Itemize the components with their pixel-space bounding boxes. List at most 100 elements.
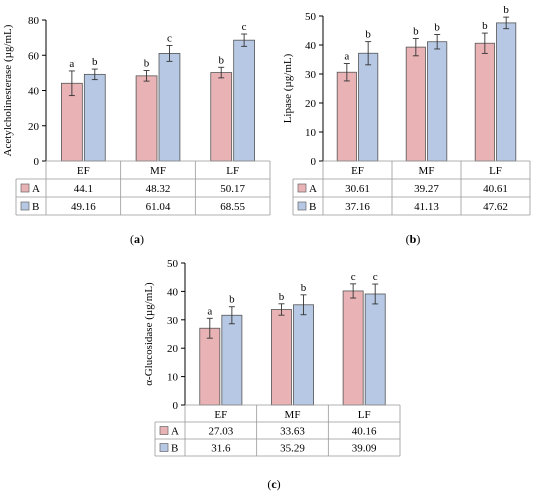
y-tick-label: 40 [28, 86, 40, 98]
significance-letter: b [434, 21, 440, 33]
bar-A-MF [271, 309, 292, 406]
y-tick-label: 60 [28, 50, 40, 62]
significance-letter: b [218, 54, 224, 66]
legend-label: B [32, 201, 39, 213]
y-tick-label: 40 [167, 286, 179, 298]
significance-letter: a [69, 58, 74, 70]
legend-label: A [309, 183, 317, 195]
bar-B-EF [221, 314, 243, 406]
legend-swatch-B [297, 201, 307, 211]
legend-swatch-A [297, 183, 307, 193]
data-table: EF MF LF A 44.1 48.32 50.17 B 49.16 61.04 68.55 [15, 160, 271, 216]
bar-B-LF [233, 39, 255, 162]
legend-label: B [309, 201, 316, 213]
y-axis-title: α-Glucosidase (µg/mL) [143, 282, 155, 386]
data-table: EF MF LF A 27.03 33.63 40.16 B 31.6 35.29 39.09 [154, 404, 401, 457]
legend-label: A [171, 426, 179, 438]
y-tick-label: 0 [34, 156, 40, 168]
y-tick-label: 0 [311, 156, 317, 168]
significance-letter: b [279, 291, 285, 303]
bar-A-LF [210, 72, 233, 162]
table-cell: 33.63 [280, 426, 305, 438]
significance-letter: b [229, 294, 235, 306]
bar-B-LF [364, 293, 386, 406]
legend-swatch-B [159, 443, 169, 452]
y-tick-label: 0 [173, 400, 179, 412]
chart-panel-2: 0 10 20 30 40 50 Lipase (µg/mL) a b b b b b EF MF LF A 30… [282, 4, 531, 246]
significance-letter: b [144, 58, 150, 70]
legend-swatch-A [159, 426, 169, 435]
significance-letter: a [344, 51, 349, 63]
table-cell: 48.32 [146, 183, 171, 195]
bar-B-MF [158, 53, 181, 162]
table-cell: 27.03 [208, 426, 233, 438]
y-axis-title: Lipase (µg/mL) [282, 53, 294, 123]
y-tick-label: 10 [305, 127, 317, 139]
y-tick-label: 20 [167, 343, 179, 355]
y-axis-title: Acetylcholinesterase (µg/mL) [2, 24, 14, 156]
significance-letter: b [301, 282, 307, 294]
bar-B-EF [83, 73, 106, 162]
table-cell: 31.6 [211, 443, 231, 455]
bar-B-LF [496, 22, 517, 162]
data-table: EF MF LF A 30.61 39.27 40.61 B 37.16 41.13 47.62 [292, 160, 531, 216]
bar-A-MF [405, 46, 426, 162]
table-cell: 30.61 [345, 183, 370, 195]
category-label: EF [77, 165, 90, 177]
y-tick-label: 80 [28, 15, 40, 27]
panel-label: (b) [406, 232, 421, 246]
bar-B-MF [427, 41, 448, 162]
category-label: LF [489, 165, 502, 177]
bar-B-MF [293, 304, 314, 406]
y-tick-label: 50 [305, 11, 317, 23]
bar-A-LF [342, 290, 364, 406]
table-cell: 61.04 [146, 201, 171, 213]
panel-label: (c) [267, 477, 280, 491]
table-cell: 44.1 [74, 183, 93, 195]
table-cell: 39.27 [414, 183, 439, 195]
y-tick-label: 10 [167, 372, 179, 384]
table-cell: 41.13 [414, 201, 439, 213]
table-cell: 40.16 [352, 426, 377, 438]
significance-letter: a [207, 305, 212, 317]
category-label: MF [150, 165, 166, 177]
bar-A-EF [199, 327, 221, 406]
chart-panel-1: 0 20 40 60 80 Acetylcholinesterase (µg/mL) a b b… [2, 15, 271, 246]
y-tick-label: 40 [305, 40, 317, 52]
significance-letter: c [373, 271, 378, 283]
significance-letter: b [365, 29, 371, 41]
category-label: EF [351, 165, 364, 177]
y-tick-label: 30 [305, 69, 317, 81]
category-label: LF [226, 165, 239, 177]
significance-letter: b [482, 20, 488, 32]
bar-A-LF [474, 42, 495, 162]
table-cell: 50.17 [220, 183, 245, 195]
legend-swatch-A [20, 183, 30, 193]
significance-letter: c [351, 271, 356, 283]
panel-label: (a) [130, 232, 144, 246]
category-label: MF [285, 409, 301, 421]
table-cell: 35.29 [280, 443, 305, 455]
legend-label: B [171, 443, 178, 455]
bar-A-EF [336, 71, 357, 162]
table-cell: 39.09 [352, 443, 377, 455]
bar-A-MF [135, 75, 158, 162]
y-tick-label: 20 [305, 98, 317, 110]
table-cell: 47.62 [483, 201, 508, 213]
table-cell: 68.55 [220, 201, 245, 213]
legend-swatch-B [20, 201, 30, 211]
chart-panel-3: 0 10 20 30 40 50 α-Glucosidase (µg/mL) a b b b c c EF… [143, 258, 401, 491]
category-label: MF [419, 165, 435, 177]
table-cell: 40.61 [483, 183, 508, 195]
y-tick-label: 30 [167, 315, 179, 327]
significance-letter: b [503, 4, 509, 16]
category-label: EF [214, 409, 227, 421]
significance-letter: c [167, 32, 172, 44]
significance-letter: c [242, 21, 247, 33]
significance-letter: b [413, 25, 419, 37]
legend-label: A [32, 183, 40, 195]
significance-letter: b [92, 56, 98, 68]
bar-B-EF [358, 52, 379, 162]
table-cell: 49.16 [71, 201, 96, 213]
